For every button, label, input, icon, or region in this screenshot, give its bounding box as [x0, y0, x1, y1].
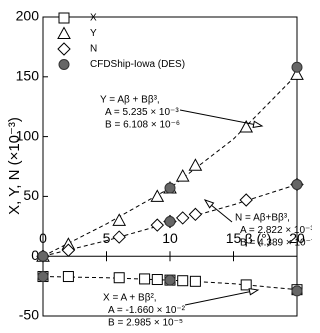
y-axis-label: X, Y, N (×10⁻³) [6, 117, 23, 215]
x-tick-label: 5 [103, 230, 111, 246]
marker-circle [164, 274, 176, 286]
annotation-text: N = Aβ+Bβ³, [235, 213, 290, 224]
annotation-text: A = 2.822 × 10⁻³ [240, 225, 312, 236]
y-tick-label: 200 [16, 8, 40, 24]
legend-label: N [90, 44, 97, 55]
marker-circle [37, 250, 49, 262]
marker-triangle [239, 119, 254, 133]
x-tick-label: 15 [226, 230, 242, 246]
legend-label: X [90, 13, 97, 24]
legend-label: Y [90, 28, 97, 39]
marker-diamond [57, 42, 71, 56]
fit-line [42, 74, 298, 257]
annotation-text: B = 6.108 × 10⁻⁶ [105, 120, 180, 131]
annotation-text: Y = Aβ + Bβ³, [100, 95, 160, 106]
marker-square [189, 275, 201, 287]
marker-square [58, 12, 70, 24]
marker-circle [291, 285, 303, 297]
x-axis-label: β (°) [245, 231, 272, 247]
marker-triangle [188, 158, 203, 171]
marker-circle [291, 178, 303, 190]
y-tick-label: -50 [19, 307, 39, 323]
x-tick-label: 0 [39, 230, 47, 246]
marker-triangle [112, 213, 127, 226]
annotation-text: A = -1.660 × 10⁻² [108, 305, 186, 316]
marker-circle [37, 271, 49, 283]
annotation-arrow [179, 109, 263, 127]
marker-square [62, 271, 74, 283]
y-tick-label: 150 [16, 68, 40, 84]
marker-circle [291, 61, 303, 73]
marker-diamond [239, 193, 253, 207]
plot-frame [42, 16, 298, 317]
x-tick-label: 10 [162, 230, 178, 246]
marker-circle [164, 182, 176, 194]
y-tick-label: 100 [16, 127, 40, 143]
marker-triangle [57, 26, 71, 39]
annotation-text: X = A + Bβ², [103, 293, 157, 304]
marker-square [240, 279, 252, 291]
annotation-arrow [184, 289, 259, 306]
marker-circle [164, 216, 176, 228]
marker-diamond [188, 207, 203, 222]
legend-label: CFDShip-Iowa (DES) [90, 59, 185, 70]
y-tick-label: 0 [31, 247, 39, 263]
annotation-arrowhead [248, 288, 260, 296]
annotation-text: B = 4.389 × 10⁻⁷ [240, 238, 312, 249]
annotation-arrowhead [203, 199, 215, 209]
marker-square [113, 272, 125, 284]
annotation-text: B = 2.985 × 10⁻⁵ [108, 318, 183, 329]
marker-diamond [112, 230, 126, 244]
marker-diamond [175, 211, 190, 225]
x-tick-label: 20 [289, 230, 305, 246]
marker-circle [58, 59, 70, 70]
marker-diamond [61, 243, 76, 257]
annotation-text: A = 5.235 × 10⁻³ [105, 107, 179, 118]
marker-square [177, 275, 189, 287]
chart: X, Y, N (×10⁻³) β (°) -50 0 50 100 150 200 0 5 1… [6, 8, 312, 329]
marker-diamond [150, 218, 165, 232]
marker-triangle [175, 169, 190, 182]
marker-triangle [150, 189, 165, 202]
annotation-arrowhead [252, 120, 264, 129]
marker-triangle [290, 67, 304, 80]
fit-line [42, 183, 298, 257]
marker-square [151, 274, 163, 286]
y-tick-label: 50 [23, 187, 39, 203]
marker-square [139, 273, 151, 285]
